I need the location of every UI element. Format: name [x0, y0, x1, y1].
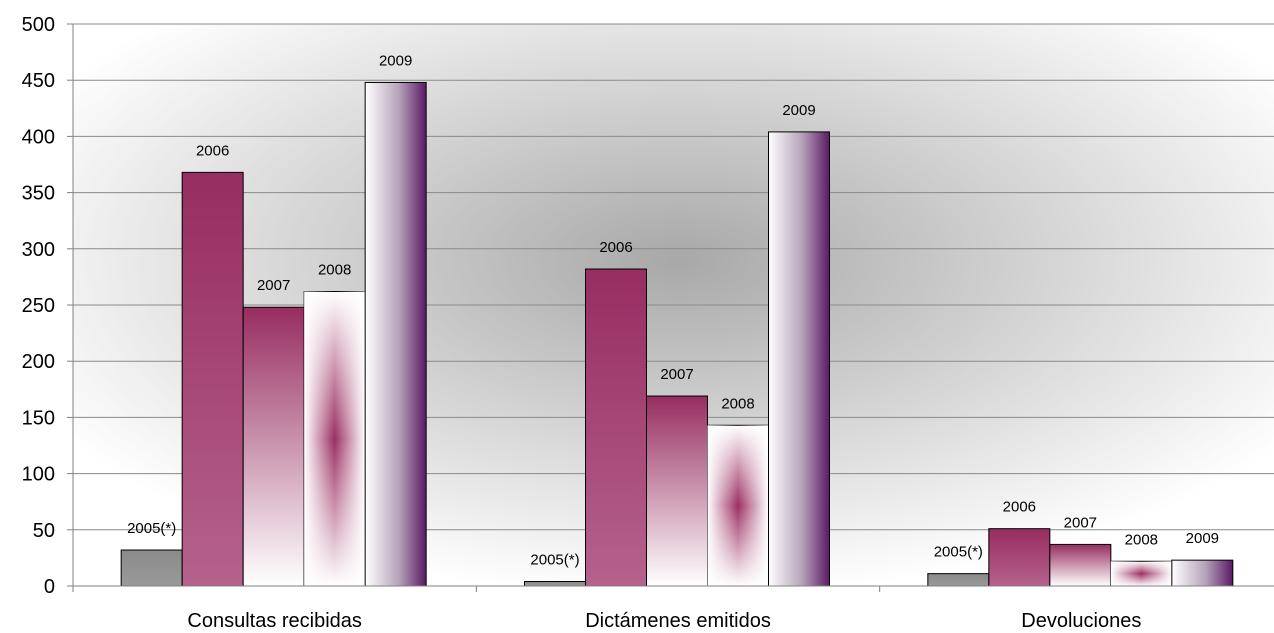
data-label: 2005(*) — [127, 520, 176, 537]
data-label: 2005(*) — [934, 544, 983, 561]
y-tick-label: 50 — [33, 520, 55, 542]
data-label: 2007 — [1064, 514, 1097, 531]
category-label: Devoluciones — [1021, 610, 1141, 632]
data-label: 2005(*) — [530, 552, 579, 569]
bar — [768, 131, 830, 587]
bar-overlay — [1110, 561, 1172, 586]
category-label: Dictámenes emitidos — [585, 610, 771, 632]
bar-overlay — [707, 425, 769, 586]
data-label: 2006 — [1003, 499, 1036, 516]
data-label: 2007 — [660, 366, 693, 383]
bar — [1171, 559, 1234, 587]
data-label: 2008 — [318, 262, 351, 279]
category-label: Consultas recibidas — [187, 610, 362, 632]
bar — [364, 81, 427, 587]
y-tick-label: 450 — [22, 70, 55, 92]
data-label: 2006 — [196, 142, 229, 159]
bar — [927, 573, 990, 587]
y-tick-label: 100 — [22, 464, 55, 486]
y-tick-label: 250 — [22, 295, 55, 317]
bar — [181, 171, 244, 587]
y-axis-ticks: 0 50 100 150 200 250 300 350 400 450 500 — [22, 14, 73, 598]
bar — [1049, 543, 1112, 587]
y-tick-label: 0 — [44, 576, 55, 598]
data-label: 2009 — [1186, 530, 1219, 547]
y-tick-label: 350 — [22, 183, 55, 205]
bar — [120, 549, 183, 587]
y-tick-label: 400 — [22, 126, 55, 148]
y-tick-label: 150 — [22, 407, 55, 429]
y-tick-label: 300 — [22, 239, 55, 261]
data-label: 2009 — [379, 52, 412, 69]
bar — [646, 395, 708, 587]
data-label: 2009 — [782, 102, 815, 119]
x-axis: Consultas recibidas Dictámenes emitidos De… — [72, 585, 1274, 632]
data-label: 2007 — [257, 277, 290, 294]
bar-overlay — [304, 291, 366, 586]
data-labels: 2005(*) 2006 2007 2008 2009 2005(*) 2006 2007 20… — [127, 52, 1219, 568]
data-label: 2008 — [1125, 531, 1158, 548]
bar — [988, 528, 1051, 587]
bar — [524, 581, 586, 587]
y-tick-label: 500 — [22, 14, 55, 36]
data-label: 2008 — [721, 395, 754, 412]
bar — [242, 306, 305, 587]
data-label: 2006 — [599, 239, 632, 256]
bars — [120, 81, 1234, 587]
y-tick-label: 200 — [22, 351, 55, 373]
bar — [585, 268, 647, 587]
